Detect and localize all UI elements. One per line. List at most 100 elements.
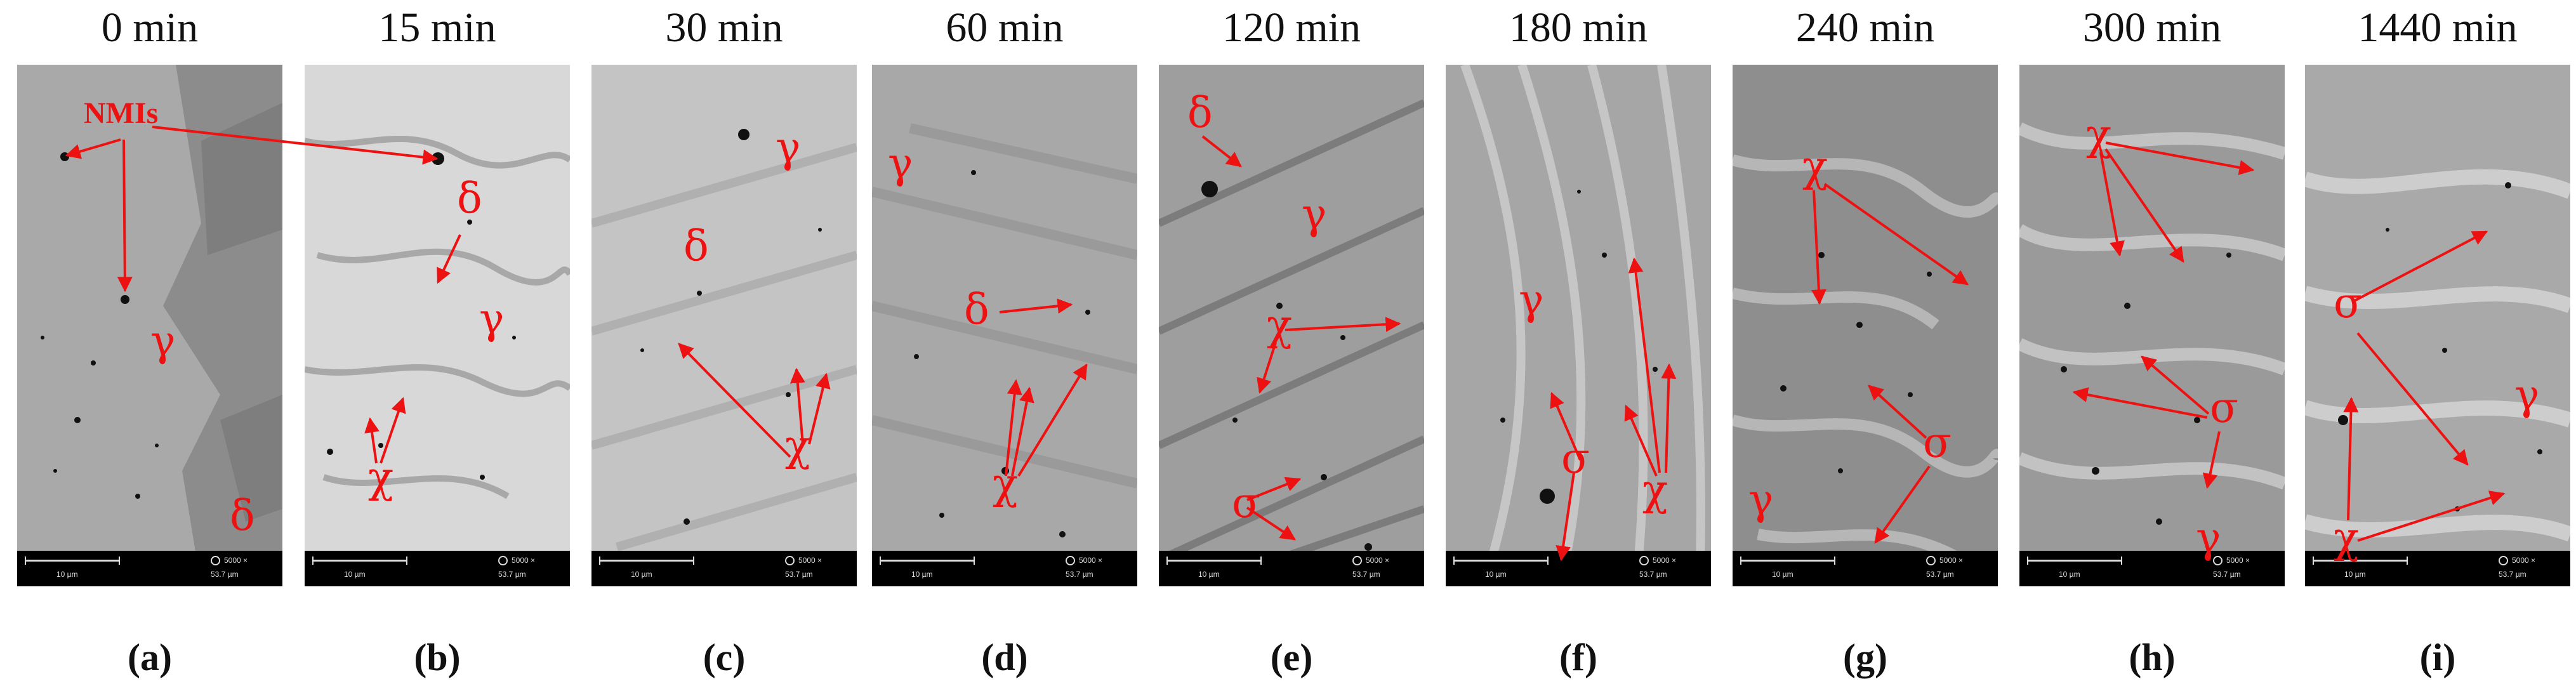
scale-length: 10 µm (2059, 570, 2080, 579)
scale-length: 10 µm (1772, 570, 1793, 579)
field-width: 53.7 µm (1066, 570, 1093, 579)
panel-letter: (a) (128, 636, 172, 678)
sigma-label: σ (1923, 418, 1952, 467)
delta-label: δ (1187, 88, 1213, 137)
scale-bar: 10 µm 5000 × 53.7 µm (872, 551, 1137, 586)
scale-bar: 10 µm 5000 × 53.7 µm (1446, 551, 1711, 586)
panel-letter: (e) (1270, 636, 1313, 678)
micrograph-image (1446, 65, 1711, 586)
sigma-label: σ (2210, 383, 2239, 432)
time-label: 15 min (378, 4, 496, 51)
scale-length: 10 µm (1198, 570, 1220, 579)
magnification: 5000 × (1066, 556, 1102, 566)
scale-length: 10 µm (2344, 570, 2366, 579)
panel-letter: (d) (981, 636, 1028, 678)
magnifier-icon (1352, 556, 1362, 566)
time-label: 300 min (2082, 4, 2222, 51)
gamma-label: γ (888, 139, 913, 188)
chi-label: χ (2086, 110, 2111, 159)
sem-micrograph: 10 µm 5000 × 53.7 µm (591, 65, 857, 586)
magnifier-icon (1926, 556, 1936, 566)
scale-bar: 10 µm 5000 × 53.7 µm (2019, 551, 2285, 586)
scale-bar: 10 µm 5000 × 53.7 µm (1159, 551, 1424, 586)
panel-b: 15 min 10 µm 5000 × 53.7 µm δ γ χ (b) (305, 0, 570, 698)
chi-label: χ (785, 421, 810, 470)
time-label: 30 min (665, 4, 783, 51)
sem-micrograph: 10 µm 5000 × 53.7 µm (2019, 65, 2285, 586)
scale-line (1166, 556, 1262, 565)
gamma-label: γ (1302, 190, 1327, 239)
sem-micrograph: 10 µm 5000 × 53.7 µm (1446, 65, 1711, 586)
panel-letter: (f) (1559, 636, 1597, 678)
panel-letter: (h) (2129, 636, 2176, 678)
gamma-label: γ (1519, 275, 1544, 324)
scale-line (312, 556, 407, 565)
magnifier-icon (1066, 556, 1075, 566)
gamma-label: γ (1748, 475, 1774, 524)
scale-line (25, 556, 120, 565)
magnifier-icon (211, 556, 220, 566)
delta-label: δ (230, 491, 255, 540)
gamma-label: γ (479, 294, 505, 343)
magnifier-icon (785, 556, 795, 566)
delta-label: δ (964, 285, 989, 334)
magnification: 5000 × (498, 556, 535, 566)
micrograph-image (305, 65, 570, 586)
micrograph-image (591, 65, 857, 586)
nmi-label: NMIs (84, 96, 159, 130)
field-width: 53.7 µm (2213, 570, 2241, 579)
panel-letter: (c) (703, 636, 746, 678)
scale-line (2027, 556, 2122, 565)
gamma-label: γ (2514, 371, 2540, 419)
panel-d: 60 min 10 µm 5000 × 53.7 µm γ δ χ (d) (872, 0, 1137, 698)
field-width: 53.7 µm (1352, 570, 1380, 579)
panel-g: 240 min 10 µm 5000 × 53.7 µm χ σ γ (g) (1733, 0, 1998, 698)
magnifier-icon (498, 556, 508, 566)
scale-bar: 10 µm 5000 × 53.7 µm (591, 551, 857, 586)
panel-e: 120 min 10 µm 5000 × 53.7 µm δ γ χ σ (e) (1159, 0, 1424, 698)
field-width: 53.7 µm (1639, 570, 1667, 579)
sem-micrograph: 10 µm 5000 × 53.7 µm (305, 65, 570, 586)
scale-line (1740, 556, 1835, 565)
panel-h: 300 min 10 µm 5000 × 53.7 µm χ σ γ (h) (2019, 0, 2285, 698)
panel-c: 30 min 10 µm 5000 × 53.7 µm γ δ χ (c) (591, 0, 857, 698)
chi-label: χ (2334, 513, 2359, 562)
chi-label: χ (1642, 466, 1668, 515)
field-width: 53.7 µm (211, 570, 239, 579)
chi-label: χ (1802, 142, 1828, 191)
magnifier-icon (2213, 556, 2223, 566)
magnification: 5000 × (2213, 556, 2250, 566)
chi-label: χ (368, 453, 393, 502)
scale-length: 10 µm (631, 570, 652, 579)
scale-line (599, 556, 694, 565)
panel-letter: (b) (414, 636, 461, 678)
panel-i: 1440 min 10 µm 5000 × 53.7 µm σ γ χ (i) (2305, 0, 2570, 698)
sem-micrograph: 10 µm 5000 × 53.7 µm (872, 65, 1137, 586)
magnification: 5000 × (1926, 556, 1963, 566)
scale-length: 10 µm (344, 570, 366, 579)
scale-line (2313, 556, 2408, 565)
scale-line (1453, 556, 1549, 565)
magnification: 5000 × (1639, 556, 1676, 566)
magnification: 5000 × (2499, 556, 2535, 566)
scale-length: 10 µm (56, 570, 78, 579)
scale-length: 10 µm (1485, 570, 1507, 579)
panel-letter: (g) (1843, 636, 1887, 678)
scale-bar: 10 µm 5000 × 53.7 µm (1733, 551, 1998, 586)
field-width: 53.7 µm (1926, 570, 1954, 579)
magnification: 5000 × (1352, 556, 1389, 566)
gamma-label: γ (150, 317, 176, 365)
micrograph-image (2019, 65, 2285, 586)
time-label: 0 min (101, 4, 199, 51)
time-label: 240 min (1795, 4, 1935, 51)
field-width: 53.7 µm (785, 570, 813, 579)
scale-bar: 10 µm 5000 × 53.7 µm (305, 551, 570, 586)
scale-bar: 10 µm 5000 × 53.7 µm (2305, 551, 2570, 586)
time-label: 60 min (946, 4, 1064, 51)
sigma-label: σ (1232, 478, 1261, 527)
time-label: 180 min (1509, 4, 1648, 51)
scale-line (880, 556, 975, 565)
delta-label: δ (684, 221, 709, 270)
scale-bar: 10 µm 5000 × 53.7 µm (17, 551, 282, 586)
